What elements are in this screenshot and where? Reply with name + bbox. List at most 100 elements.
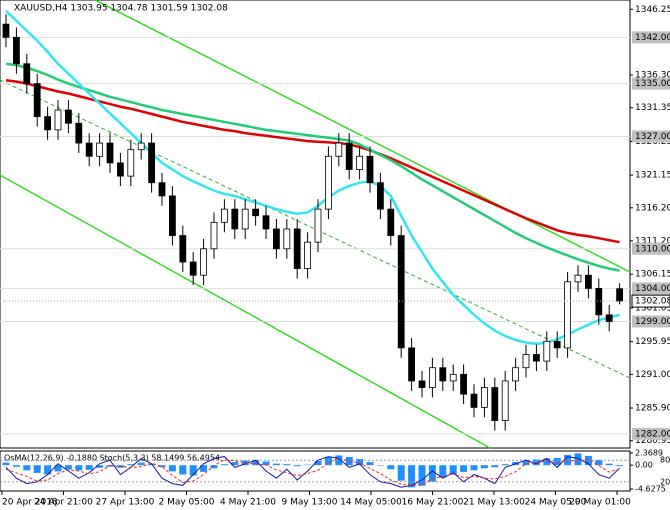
candle-body xyxy=(314,208,322,243)
osma-bar xyxy=(220,464,228,466)
osma-bar xyxy=(470,465,478,471)
osma-bar xyxy=(12,465,20,467)
candle-body xyxy=(85,142,93,157)
osma-bar xyxy=(605,463,613,466)
x-tick-label: 14 May 05:00 xyxy=(340,498,402,508)
level-label: 1304.00 xyxy=(635,284,670,294)
osma-bar xyxy=(293,465,301,467)
candle-body xyxy=(283,228,291,250)
candle-body xyxy=(54,109,62,131)
y-tick-label: 0.00 xyxy=(635,461,653,470)
y-tick-label: 1311.20 xyxy=(635,236,670,246)
osma-bar xyxy=(387,465,395,470)
osma-bar xyxy=(210,465,218,469)
osma-bar xyxy=(75,465,83,471)
candle-body xyxy=(616,288,623,302)
candle-body xyxy=(480,387,488,408)
osma-bar xyxy=(460,465,468,472)
candle-body xyxy=(252,208,260,217)
osma-bar xyxy=(23,465,31,471)
y-tick-label: 2.3689 xyxy=(635,449,663,458)
candle-body xyxy=(117,162,124,177)
candle-body xyxy=(210,221,218,250)
candle-body xyxy=(533,354,540,362)
candle-body xyxy=(543,340,551,362)
last-price-label: 1302.08 xyxy=(635,297,670,307)
y-tick-label: 1336.30 xyxy=(635,71,670,81)
osma-bar xyxy=(127,464,135,466)
osma-bar xyxy=(543,458,551,466)
osma-bar xyxy=(272,463,280,466)
osma-bar xyxy=(366,462,374,466)
level-box xyxy=(632,315,670,328)
level-label: 1299.00 xyxy=(635,317,670,327)
osma-bar xyxy=(480,465,488,469)
candle-body xyxy=(96,142,103,157)
osma-bar xyxy=(33,465,41,473)
x-tick-label: 24 Apr 21:00 xyxy=(34,498,93,508)
y-tick-label: 1280.95 xyxy=(635,436,670,446)
x-tick-label: 20 Apr 2018 xyxy=(2,498,58,508)
osma-bar xyxy=(168,465,176,472)
osma-bar xyxy=(96,465,104,468)
candle-body xyxy=(2,23,10,38)
level-box xyxy=(632,77,670,90)
y2-tick-label: 20 xyxy=(660,477,670,486)
level-label: 1335.00 xyxy=(635,79,670,89)
moving-average xyxy=(5,62,620,272)
y-tick-label: 1321.15 xyxy=(635,171,670,181)
candle-body xyxy=(220,208,228,223)
level-label: 1327.00 xyxy=(635,132,670,142)
osma-bar xyxy=(356,459,364,466)
candle-body xyxy=(428,367,436,388)
moving-average xyxy=(5,79,620,244)
candle-body xyxy=(501,380,509,421)
x-tick-label: 27 Apr 13:00 xyxy=(96,498,155,508)
osma-bar xyxy=(397,465,405,481)
candle-body xyxy=(356,155,364,170)
candle-body xyxy=(65,109,72,124)
x-tick-label: 9 May 13:00 xyxy=(282,498,338,508)
moving-average xyxy=(5,10,620,346)
osma-bar xyxy=(408,465,416,488)
candle-body xyxy=(512,367,519,382)
candle-body xyxy=(408,347,416,382)
x-tick-label: 4 May 21:00 xyxy=(220,498,276,508)
osma-bar xyxy=(85,465,93,470)
candle-body xyxy=(397,235,405,349)
candle-body xyxy=(439,367,447,382)
y-tick-label: 1331.35 xyxy=(635,103,670,113)
candle-body xyxy=(574,274,582,283)
candle-body xyxy=(564,281,571,349)
candle-body xyxy=(553,340,561,349)
osma-bar xyxy=(2,462,10,466)
level-box xyxy=(632,130,670,143)
candle-body xyxy=(387,208,395,236)
osma-bar xyxy=(449,465,457,475)
candle-body xyxy=(200,248,208,276)
osma-bar xyxy=(64,465,72,470)
osma-bar xyxy=(189,465,197,476)
candle-body xyxy=(324,155,332,210)
level-label: 1342.00 xyxy=(635,33,670,43)
y-tick-label: 1301.05 xyxy=(635,303,670,313)
level-label: 1310.00 xyxy=(635,244,670,254)
candle-body xyxy=(262,215,270,230)
osma-bar xyxy=(44,465,52,475)
last-price-box xyxy=(631,294,670,308)
y-tick-label: 1295.95 xyxy=(635,337,670,347)
chart-title: XAUUSD,H4 1303.95 1304.78 1301.59 1302.0… xyxy=(14,4,228,14)
level-box xyxy=(632,427,670,440)
candle-body xyxy=(366,155,374,184)
osma-bar xyxy=(179,465,187,475)
osma-bar xyxy=(304,464,312,466)
osma-bar xyxy=(324,456,332,466)
osma-bar xyxy=(54,465,62,472)
osma-bar xyxy=(283,464,291,466)
stoch-line xyxy=(5,457,620,486)
osma-bar xyxy=(252,460,260,466)
x-tick-label: 21 May 13:00 xyxy=(463,498,525,508)
candle-body xyxy=(106,142,114,164)
osma-bar xyxy=(491,465,499,468)
candle-body xyxy=(605,314,613,322)
